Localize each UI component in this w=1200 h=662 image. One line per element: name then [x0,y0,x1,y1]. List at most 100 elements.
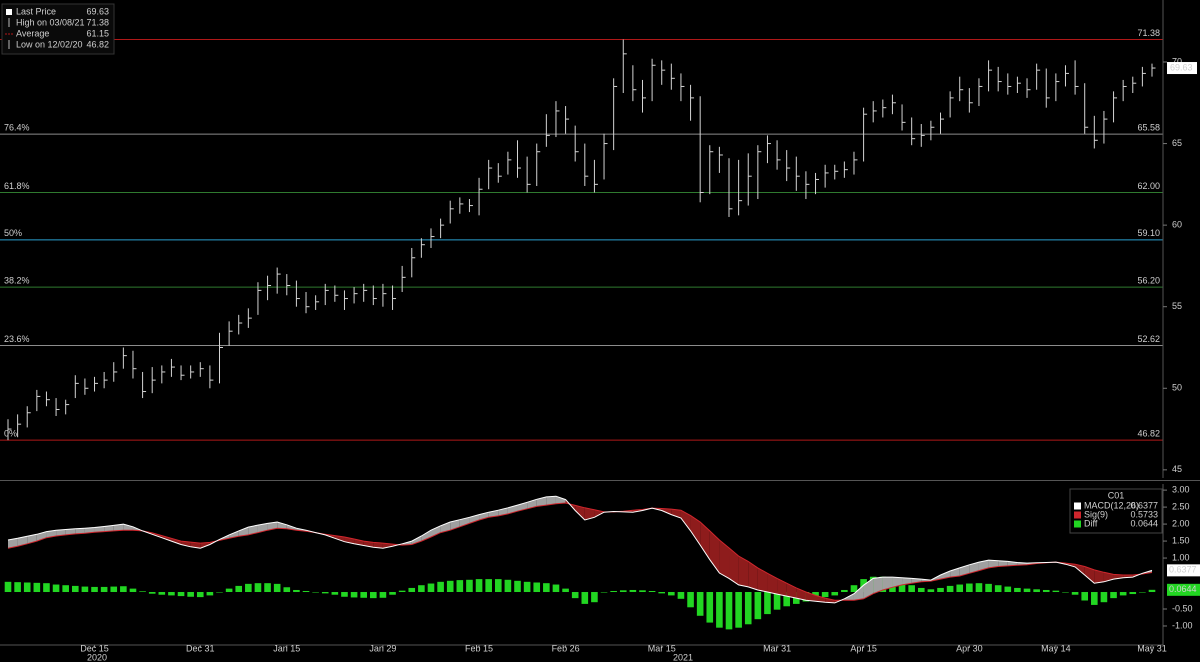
diff-bar [1014,587,1021,593]
diff-bar [917,587,925,593]
diff-bar [1119,592,1127,596]
legend-value: 61.15 [86,28,109,38]
diff-bar [773,592,781,610]
macd-signal-band [988,560,999,568]
diff-bar [1129,592,1137,595]
diff-bar [850,585,858,593]
macd-signal-band [748,561,758,590]
x-tick-label: Jan 15 [273,643,300,653]
macd-signal-band [84,527,95,534]
macd-signal-band [690,515,701,546]
macd-signal-band [959,564,970,577]
diff-bar [33,582,41,593]
diff-bar [1081,592,1089,601]
diff-bar [437,581,444,593]
diff-bar [1062,592,1069,593]
macd-signal-band [950,567,960,578]
level-value: 46.82 [1137,429,1160,439]
diff-bar [735,592,742,628]
macd-signal-band [584,507,595,521]
level-name: 61.8% [4,181,30,191]
y-tick-label: 3.00 [1172,484,1190,494]
level-name: 38.2% [4,276,30,286]
diff-bar [14,582,21,593]
diff-bar [975,583,983,593]
macd-signal-band [334,535,345,542]
diff-bar [543,583,550,593]
legend-value: 71.38 [86,17,109,27]
diff-bar [504,579,512,593]
diff-bar [187,592,194,597]
diff-bar [196,592,204,598]
diff-bar [293,589,300,593]
macd-signal-band [113,524,124,531]
legend-swatch [1074,520,1081,528]
macd-signal-band [430,525,441,537]
diff-bar [1139,592,1146,593]
diff-bar [1148,589,1156,593]
diff-bar [514,580,521,593]
diff-bar [418,585,425,593]
macd-signal-band [8,538,18,549]
macd-signal-band [171,538,182,545]
macd-signal-band [459,517,470,527]
macd-signal-band [1094,569,1104,584]
legend-value: 69.63 [86,6,109,16]
x-tick-label: May 31 [1137,643,1167,653]
diff-bar [139,591,146,593]
y-tick-label: -0.50 [1172,603,1193,613]
y-tick-label: 45 [1172,464,1182,474]
x-tick-label: Dec 31 [186,643,215,653]
macd-signal-band [805,592,816,602]
macd-signal-band [575,505,585,521]
diff-bar [408,587,416,593]
diff-bar [591,592,598,603]
diff-bar [398,590,406,593]
level-name: 23.6% [4,334,30,344]
diff-bar [639,590,646,593]
diff-bar [1100,592,1108,603]
diff-bar [254,583,262,593]
macd-signal-band [546,496,556,506]
macd-signal-band [421,530,431,542]
legend-label: High on 03/08/21 [16,17,85,27]
macd-signal-band [373,542,383,549]
macd-signal-band [940,570,951,580]
diff-bar [177,592,185,597]
diff-bar [898,581,906,593]
diff-bar [23,582,31,593]
level-value: 59.10 [1137,228,1160,238]
macd-signal-band [17,536,28,547]
x-tick-label: Jan 29 [369,643,396,653]
macd-signal-band [729,547,739,585]
macd-signal-band [440,522,451,533]
diff-bar [331,592,339,595]
y-tick-label: 60 [1172,220,1182,230]
legend-label: Low on 12/02/20 [16,39,83,49]
y-tick-label: -1.00 [1172,620,1193,630]
diff-bar [206,592,214,596]
macd-signal-band [892,577,903,588]
macd-signal-band [161,535,172,542]
macd-signal-band [238,527,249,537]
diff-bar [523,581,531,593]
legend-label: Sig(9) [1084,509,1108,519]
macd-signal-band [267,522,278,531]
y-tick-label: 70 [1172,56,1182,66]
diff-bar [216,592,223,593]
macd-signal-band [671,509,681,518]
diff-bar [821,592,829,598]
legend-icon [6,9,12,15]
diff-bar [562,588,569,593]
diff-bar [62,585,69,593]
y-tick-label: 65 [1172,138,1182,148]
legend-value: 0.5733 [1130,509,1158,519]
macd-signal-band [998,560,1008,567]
y-tick-label: 1.00 [1172,552,1190,562]
diff-bar [841,589,848,593]
diff-bar [629,589,637,593]
diff-bar [91,586,98,593]
